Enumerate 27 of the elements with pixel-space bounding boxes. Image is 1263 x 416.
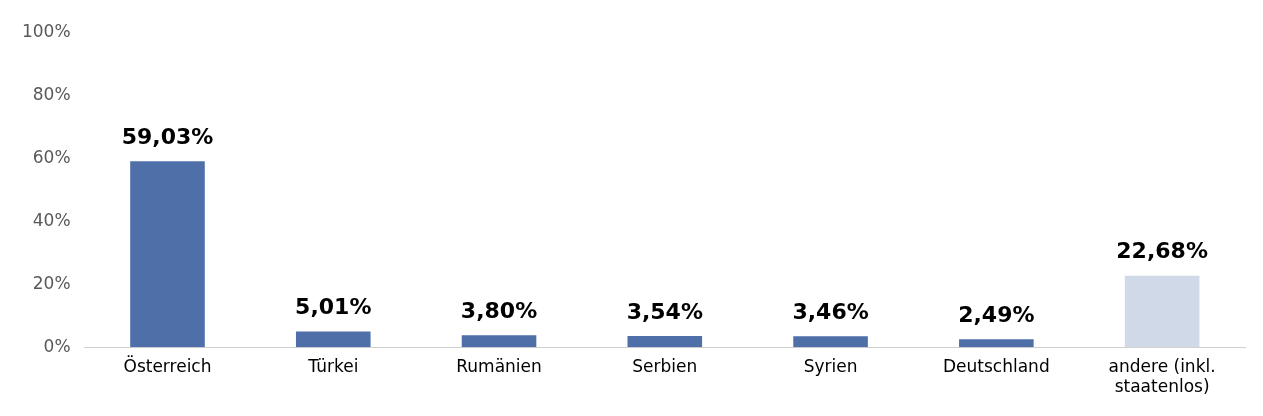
bar bbox=[1124, 275, 1200, 348]
y-tick-label: 40% bbox=[32, 209, 71, 230]
x-tick-label: andere (inkl. staatenlos) bbox=[1108, 355, 1216, 397]
x-tick-label: Serbien bbox=[632, 355, 698, 376]
y-tick-label: 100% bbox=[21, 20, 71, 41]
data-label: 5,01% bbox=[295, 294, 372, 320]
data-label: 3,54% bbox=[626, 298, 703, 324]
x-tick-label: Österreich bbox=[123, 354, 212, 376]
x-tick-label: Türkei bbox=[307, 355, 359, 376]
bar bbox=[627, 336, 703, 348]
bar bbox=[295, 331, 371, 348]
data-label: 3,46% bbox=[792, 299, 869, 325]
x-tick-label: Deutschland bbox=[943, 355, 1050, 376]
bar bbox=[959, 339, 1034, 348]
data-label: 59,03% bbox=[121, 123, 214, 149]
data-label: 2,49% bbox=[958, 302, 1035, 328]
y-tick-label: 80% bbox=[32, 83, 71, 104]
x-tick-label: Syrien bbox=[803, 355, 858, 376]
y-tick-label: 20% bbox=[32, 272, 71, 293]
y-tick-label: 0% bbox=[43, 335, 71, 356]
data-label: 3,80% bbox=[460, 297, 538, 323]
x-tick-label: Rumänien bbox=[456, 355, 542, 376]
data-label: 22,68% bbox=[1116, 238, 1208, 264]
y-tick-label: 60% bbox=[32, 146, 71, 167]
bar bbox=[793, 336, 868, 348]
bar bbox=[461, 335, 537, 348]
bar bbox=[130, 161, 205, 348]
